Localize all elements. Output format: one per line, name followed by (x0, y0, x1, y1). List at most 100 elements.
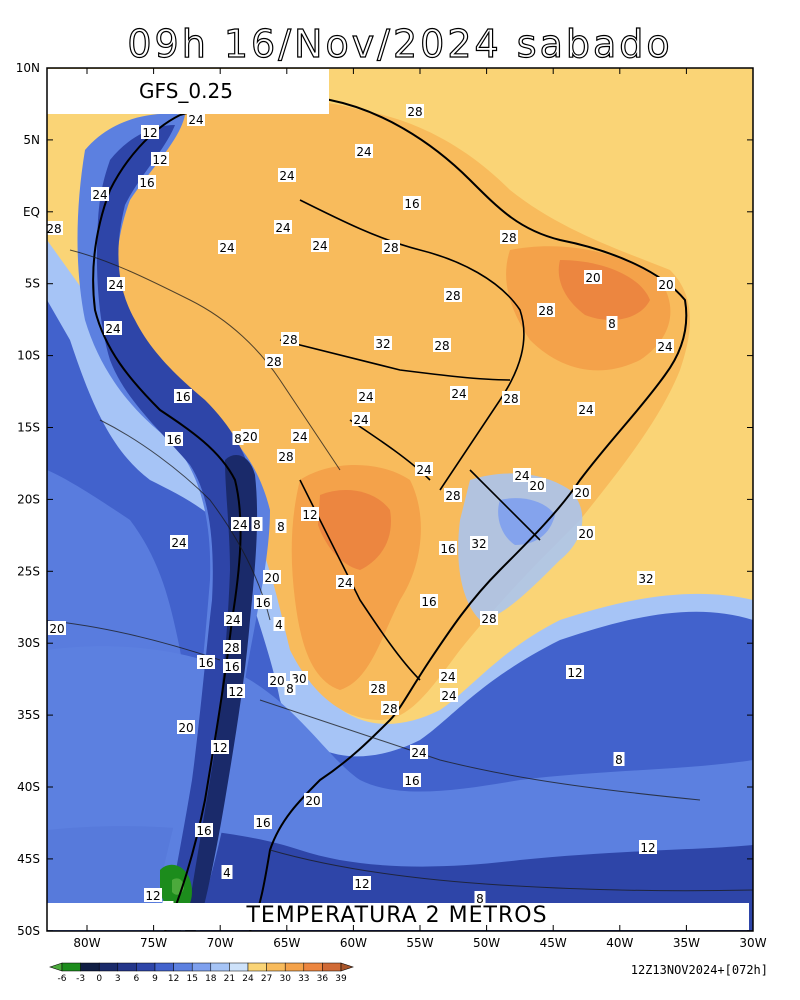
contour-label: 24 (657, 340, 672, 354)
contour-label-box (177, 720, 195, 734)
contour-label-box (197, 655, 215, 669)
lat-tick-label: 35S (17, 708, 40, 722)
contour-label: 12 (228, 685, 243, 699)
contour-label: 12 (152, 153, 167, 167)
contour-label-box (265, 354, 283, 368)
contour-label: 16 (139, 176, 154, 190)
contour-label: 28 (538, 304, 553, 318)
lat-tick-label: 30S (17, 636, 40, 650)
contour-label: 16 (166, 433, 181, 447)
contour-label-box (174, 389, 192, 403)
contour-label: 24 (275, 221, 290, 235)
contour-label-box (227, 684, 245, 698)
contour-label: 20 (178, 721, 193, 735)
contour-label: 24 (312, 239, 327, 253)
contour-label: 12 (142, 126, 157, 140)
contour-label-box (513, 468, 531, 482)
lon-tick-label: 80W (73, 936, 100, 950)
contour-label: 16 (404, 774, 419, 788)
contour-label: 24 (105, 322, 120, 336)
contour-label: 8 (608, 317, 616, 331)
political-borders (279, 199, 541, 681)
map-field: 2824241212241616242428242824282028208242… (47, 68, 753, 931)
contour-label-box (639, 840, 657, 854)
model-label: GFS_0.25 (139, 79, 233, 103)
contour-label: 24 (219, 241, 234, 255)
colorbar-swatch (284, 962, 305, 972)
contour-label: 24 (279, 169, 294, 183)
contour-label: 20 (578, 527, 593, 541)
contour-label: 28 (501, 231, 516, 245)
contour-label: 8 (476, 892, 484, 906)
contour-label-box (537, 303, 555, 317)
contour-label: 28 (370, 682, 385, 696)
contour-label: 24 (188, 113, 203, 127)
contour-label-box (281, 332, 299, 346)
contour-label-box (566, 665, 584, 679)
colorbar-swatch (303, 962, 323, 972)
contour-label: 32 (471, 537, 486, 551)
colorbar-low-arrow (49, 962, 63, 972)
contour-label-box (304, 793, 322, 807)
lon-tick-label: 30W (739, 936, 766, 950)
lat-tick-label: 5N (23, 133, 40, 147)
contour-label-box (573, 485, 591, 499)
contour-label-box (170, 535, 188, 549)
contour-label-box (420, 594, 438, 608)
contour-label: 16 (404, 197, 419, 211)
contour-label-box (165, 432, 183, 446)
contour-label: 24 (451, 387, 466, 401)
contour-label: 8 (234, 432, 242, 446)
contour-label-box (336, 575, 354, 589)
lat-tick-label: EQ (23, 205, 40, 219)
contour-label: 24 (225, 613, 240, 627)
colorbar-swatch (80, 962, 100, 972)
colorbar-swatch (210, 962, 230, 972)
contour-label-box (382, 240, 400, 254)
colorbar-label: 30 (279, 974, 291, 984)
contour-label: 24 (92, 188, 107, 202)
lon-tick-label: 55W (406, 936, 433, 950)
southeast-cold (498, 498, 555, 545)
contour-label-box (311, 238, 329, 252)
contour-label-box (223, 640, 241, 654)
contour-label-box (374, 336, 392, 350)
contour-label: 24 (353, 413, 368, 427)
contour-label: 4 (275, 618, 283, 632)
model-label-box (47, 69, 329, 114)
contour-label-box (223, 659, 241, 673)
contour-label: 28 (282, 333, 297, 347)
colorbar-label: 39 (335, 974, 347, 984)
pacific-cool (47, 470, 200, 931)
contour-labels: 2824241212241616242428242824282028208242… (47, 104, 675, 916)
contour-label: 24 (514, 469, 529, 483)
contour-label: 20 (242, 430, 257, 444)
contour-label-box (450, 386, 468, 400)
contour-label: 8 (277, 520, 285, 534)
lat-tick-label: 10N (16, 61, 40, 75)
colorbar-swatch (98, 962, 119, 972)
colorbar-label: 9 (152, 974, 158, 984)
contour-label: 24 (358, 390, 373, 404)
contour-label-box (104, 321, 122, 335)
contour-label: 20 (49, 622, 64, 636)
colorbar-label: 15 (186, 974, 197, 984)
contour-label: 12 (145, 889, 160, 903)
colorbar-swatch (154, 962, 174, 972)
contour-label: 16 (198, 656, 213, 670)
contour-label: 28 (224, 641, 239, 655)
contour-label-box (406, 104, 424, 118)
colorbar-swatch (136, 962, 156, 972)
latitude-axis: 10N 5N EQ 5S 10S 15S 20S 25S 30S 35S 40S 45S 50S (16, 61, 753, 938)
contour-label: 28 (445, 489, 460, 503)
contour-label: 32 (375, 337, 390, 351)
lat-tick-label: 5S (25, 277, 40, 291)
contour-label-box (403, 196, 421, 210)
colorbar-label: -6 (58, 974, 67, 984)
contour-label-box (195, 823, 213, 837)
contour-label-box (151, 152, 169, 166)
lat-tick-label: 15S (17, 421, 40, 435)
isotherm-contours (47, 249, 753, 892)
contour-label-box (440, 688, 458, 702)
contour-label-box (224, 612, 242, 626)
